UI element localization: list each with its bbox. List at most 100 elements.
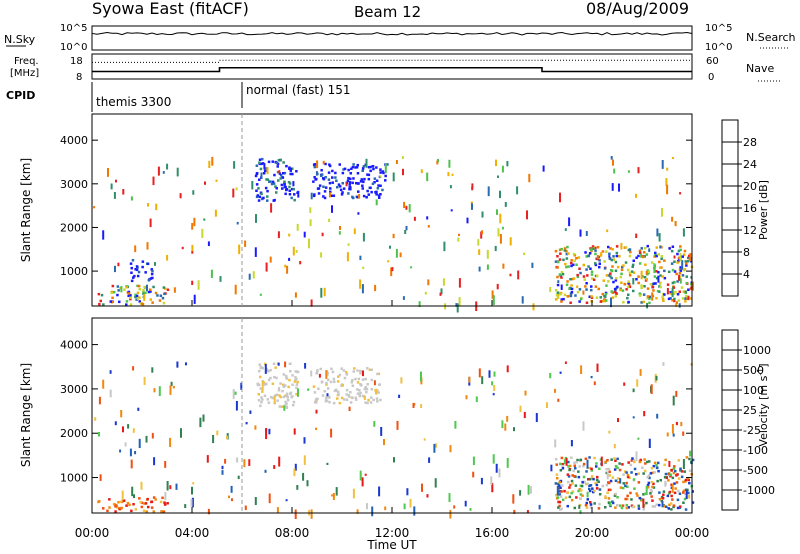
velocity-data-point <box>292 400 296 404</box>
power-data-point <box>560 271 564 274</box>
velocity-data-point <box>271 396 275 400</box>
velocity-data-point <box>362 370 364 377</box>
power-data-point <box>559 252 562 255</box>
power-data-point <box>347 243 350 246</box>
velocity-data-point <box>325 399 329 403</box>
velocity-data-point <box>585 501 588 505</box>
power-data-point <box>129 297 132 301</box>
power-data-point <box>676 293 680 296</box>
power-data-point <box>614 269 618 272</box>
power-data-point <box>308 238 310 249</box>
velocity-data-point <box>145 510 148 513</box>
power-ytick-label: 3000 <box>60 178 88 191</box>
velocity-data-point <box>618 468 622 472</box>
velocity-data-point <box>579 484 583 488</box>
velocity-data-point <box>264 364 267 374</box>
time-tick-label: 16:00 <box>475 526 510 540</box>
power-data-point <box>477 239 480 246</box>
power-data-point <box>653 275 657 278</box>
velocity-data-point <box>513 427 515 432</box>
velocity-data-point <box>669 474 672 478</box>
velocity-data-point <box>574 467 577 470</box>
velocity-data-point <box>558 500 562 504</box>
velocity-data-point <box>645 501 648 505</box>
velocity-data-point <box>613 468 617 471</box>
power-data-point <box>632 271 636 274</box>
velocity-data-point <box>613 444 616 449</box>
power-data-point <box>652 289 655 292</box>
power-data-point <box>675 301 678 305</box>
velocity-data-point <box>151 432 154 439</box>
power-data-point <box>335 179 338 182</box>
velocity-data-point <box>624 497 627 501</box>
velocity-data-point <box>609 488 612 492</box>
velocity-data-point <box>688 469 692 472</box>
velocity-data-point <box>109 389 112 398</box>
velocity-data-point <box>616 457 619 461</box>
power-data-point <box>362 194 366 198</box>
power-data-point <box>357 182 360 185</box>
velocity-data-point <box>655 463 658 467</box>
power-data-point <box>288 193 292 196</box>
velocity-data-point <box>284 400 287 404</box>
velocity-data-point <box>140 505 144 509</box>
velocity-data-point <box>290 395 293 399</box>
power-data-point <box>642 255 645 259</box>
velocity-data-point <box>555 463 558 466</box>
power-data-point <box>607 280 610 283</box>
power-data-point <box>129 303 133 306</box>
power-data-point <box>579 297 583 301</box>
power-data-point <box>402 168 404 176</box>
power-data-point <box>135 298 138 301</box>
velocity-data-point <box>172 385 175 389</box>
velocity-data-point <box>593 456 596 460</box>
power-data-point <box>269 180 272 183</box>
velocity-data-point <box>578 497 582 500</box>
velocity-data-point <box>287 385 290 389</box>
power-data-point <box>609 275 612 278</box>
velocity-data-point <box>259 366 263 370</box>
power-data-point <box>426 172 429 182</box>
power-data-point <box>667 297 671 301</box>
power-data-point <box>670 249 674 253</box>
power-data-point <box>137 270 141 274</box>
power-data-point <box>284 192 287 196</box>
power-data-point <box>147 290 151 294</box>
velocity-data-point <box>567 465 570 468</box>
power-data-point <box>570 287 574 291</box>
velocity-data-point <box>559 495 563 498</box>
power-data-point <box>578 288 582 291</box>
power-colorbar-tick-label: 20 <box>743 180 757 193</box>
velocity-data-point <box>468 376 471 383</box>
power-data-point <box>650 261 654 264</box>
power-ytick-label: 2000 <box>60 221 88 234</box>
power-data-point <box>130 266 133 270</box>
power-data-point <box>272 182 276 185</box>
power-data-point <box>614 260 618 264</box>
velocity-data-point <box>667 507 670 510</box>
power-data-point <box>360 178 363 181</box>
power-data-point <box>371 165 375 168</box>
velocity-data-point <box>272 362 276 365</box>
velocity-data-point <box>580 484 584 488</box>
power-data-point <box>367 193 370 196</box>
power-data-point <box>197 280 200 290</box>
velocity-data-point <box>581 494 584 497</box>
velocity-data-point <box>336 380 340 383</box>
velocity-data-point <box>607 501 610 505</box>
power-data-point <box>567 252 570 255</box>
velocity-data-point <box>285 499 288 502</box>
freq-tick-top: 18 <box>70 56 83 67</box>
power-data-point <box>265 178 268 181</box>
velocity-data-point <box>680 421 683 427</box>
velocity-data-point <box>325 395 329 399</box>
velocity-data-point <box>150 506 154 509</box>
velocity-data-point <box>221 470 224 475</box>
power-data-point <box>622 301 625 304</box>
power-data-point <box>211 156 214 166</box>
power-data-point <box>356 196 359 199</box>
velocity-data-point <box>278 394 281 397</box>
power-data-point <box>173 287 176 293</box>
power-data-point <box>496 209 498 215</box>
